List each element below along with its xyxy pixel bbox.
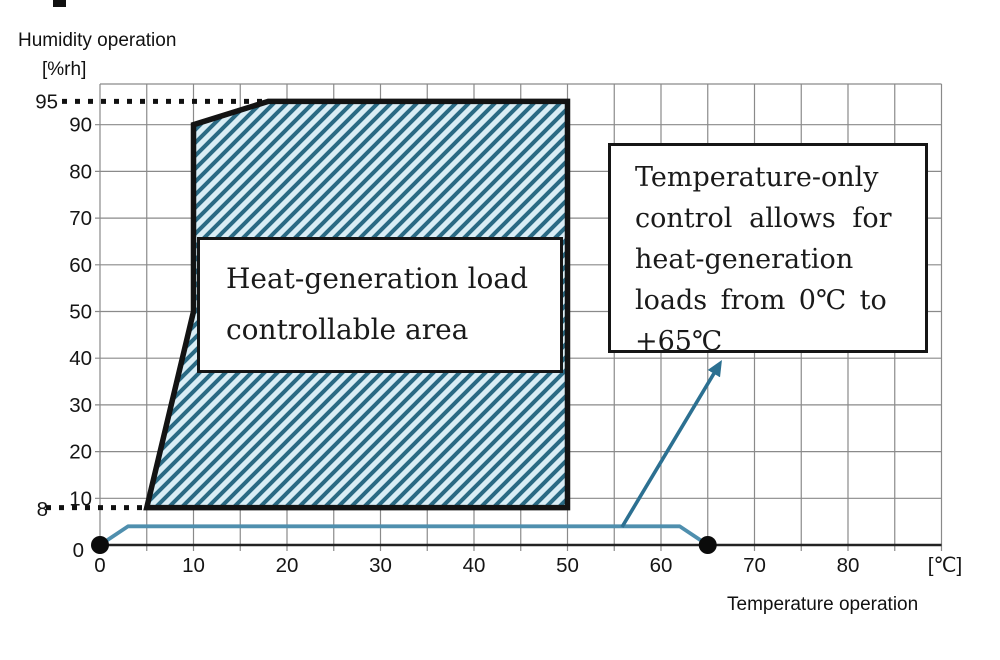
top-edge-artifact xyxy=(53,0,66,7)
y-tick-label: 30 xyxy=(69,394,92,417)
y-tick-label: 70 xyxy=(69,207,92,230)
x-tick-label: 30 xyxy=(369,554,392,577)
line-endpoint-dot-left xyxy=(91,536,109,554)
annotation-line-4: loads from 0℃ to xyxy=(635,285,887,316)
x-axis-unit-label: [℃] xyxy=(928,554,962,577)
controllable-area-label-box: Heat-generation load controllable area xyxy=(197,237,563,373)
temperature-only-line xyxy=(98,524,709,547)
controllable-area-label-line-1: Heat-generation load xyxy=(226,262,528,295)
y-tick-label: 60 xyxy=(69,254,92,277)
y-tick-label: 50 xyxy=(69,301,92,324)
humidity-axis-unit-label: [%rh] xyxy=(42,59,87,80)
x-tick-label: 80 xyxy=(837,554,860,577)
annotation-line-3: heat-generation xyxy=(635,244,854,275)
x-tick-label: 60 xyxy=(650,554,673,577)
x-tick-label: 10 xyxy=(182,554,205,577)
y-tick-label: 95 xyxy=(35,90,58,113)
annotation-box: Temperature-only control allows for heat… xyxy=(608,143,928,357)
y-tick-label: 8 xyxy=(37,498,48,521)
temperature-axis-title: Temperature operation xyxy=(727,594,919,615)
x-tick-label: 50 xyxy=(556,554,579,577)
x-tick-label: 0 xyxy=(94,554,105,577)
x-tick-label: 20 xyxy=(276,554,299,577)
line-endpoint-dot-right xyxy=(698,536,717,554)
annotation-line-5: +65℃ xyxy=(635,326,723,357)
y-tick-label: 0 xyxy=(73,539,84,562)
annotation-line-2: control allows for xyxy=(635,203,892,234)
y-tick-label: 90 xyxy=(69,114,92,137)
y-tick-label: 20 xyxy=(69,441,92,464)
annotation-line-1: Temperature-only xyxy=(635,162,879,193)
y-tick-label: 10 xyxy=(69,487,92,510)
y-tick-label: 40 xyxy=(69,347,92,370)
x-tick-label: 40 xyxy=(463,554,486,577)
annotation-arrow xyxy=(620,360,722,528)
controllable-area-label-line-2: controllable area xyxy=(226,313,469,346)
x-tick-label: 70 xyxy=(743,554,766,577)
humidity-axis-title: Humidity operation xyxy=(18,30,177,51)
y-tick-label: 80 xyxy=(69,160,92,183)
